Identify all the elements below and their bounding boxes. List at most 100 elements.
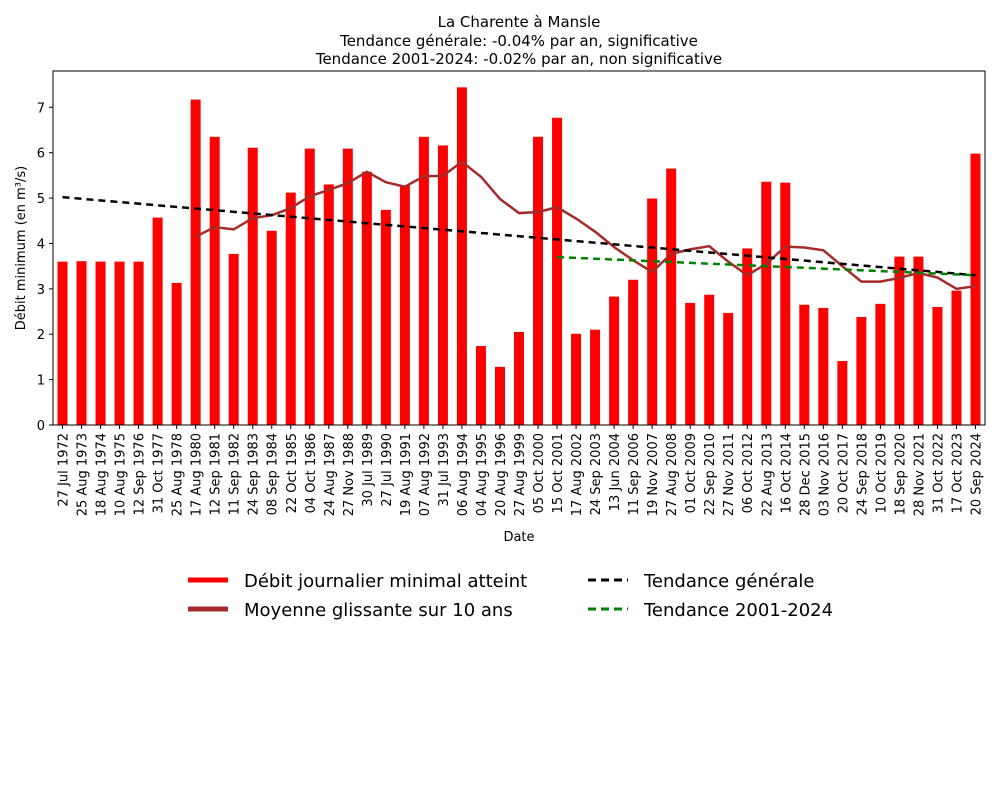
y-axis-label: Débit minimum (en m³/s) — [14, 166, 29, 330]
x-tick-label: 24 Sep 2003 — [589, 433, 604, 515]
y-tick-label: 1 — [37, 374, 45, 389]
bar — [380, 209, 391, 425]
chart-title-line-3: Tendance 2001-2024: -0.02% par an, non s… — [315, 50, 722, 68]
legend-label-trend-2001: Tendance 2001-2024 — [643, 600, 833, 621]
bar — [228, 253, 239, 425]
legend: Débit journalier minimal atteint Moyenne… — [188, 571, 833, 621]
bar — [514, 331, 524, 425]
x-tick-label: 18 Aug 1974 — [95, 433, 110, 516]
y-tick-label: 3 — [37, 283, 45, 298]
x-tick-label: 27 Jul 1990 — [380, 433, 395, 507]
bar — [285, 192, 296, 425]
bar — [970, 153, 981, 425]
x-tick-label: 25 Aug 1973 — [76, 433, 91, 516]
bar — [932, 307, 943, 425]
bar — [837, 361, 848, 425]
x-tick-label: 01 Oct 2009 — [684, 433, 699, 513]
x-axis-label: Date — [503, 530, 534, 545]
bar — [152, 217, 163, 425]
legend-label-bars: Débit journalier minimal atteint — [244, 571, 527, 592]
bar — [780, 182, 791, 425]
bar — [742, 248, 753, 425]
bar — [951, 290, 962, 425]
x-tick-label: 19 Aug 1991 — [399, 433, 414, 516]
bar — [666, 168, 677, 426]
legend-label-moving-average: Moyenne glissante sur 10 ans — [244, 600, 513, 621]
x-tick-label: 27 Jul 1972 — [57, 433, 72, 507]
x-tick-label: 20 Oct 2017 — [836, 433, 851, 513]
x-tick-label: 13 Jun 2004 — [608, 433, 623, 511]
x-tick-label: 06 Aug 1994 — [456, 433, 471, 516]
x-tick-label: 31 Jul 1993 — [437, 433, 452, 507]
bar — [247, 147, 258, 425]
y-tick-label: 4 — [37, 237, 45, 252]
bar — [171, 282, 182, 425]
bar — [913, 256, 924, 425]
bar — [590, 329, 601, 425]
bar — [875, 303, 886, 425]
x-tick-label: 22 Sep 2010 — [703, 433, 718, 515]
x-tick-label: 20 Sep 2024 — [969, 433, 984, 515]
x-tick-label: 25 Aug 1978 — [171, 433, 186, 516]
x-tick-label: 28 Dec 2015 — [798, 433, 813, 516]
bar — [723, 312, 734, 425]
trend-general-line — [62, 195, 976, 277]
x-tick-label: 27 Aug 1999 — [513, 433, 528, 516]
x-tick-label: 20 Aug 1996 — [494, 433, 509, 516]
x-tick-label: 04 Oct 1986 — [304, 433, 319, 513]
bar — [818, 307, 829, 425]
bar — [609, 296, 620, 425]
bar — [190, 99, 201, 425]
x-tick-label: 18 Sep 2020 — [893, 433, 908, 515]
x-tick-label: 16 Oct 2014 — [779, 433, 794, 513]
bar — [571, 333, 582, 425]
x-tick-label: 24 Sep 1983 — [247, 433, 262, 515]
legend-label-trend-general: Tendance générale — [643, 571, 814, 592]
bar — [533, 136, 544, 426]
bar — [856, 316, 867, 425]
bar — [475, 346, 486, 425]
x-tick-label: 10 Aug 1975 — [114, 433, 129, 516]
y-tick-label: 0 — [37, 419, 45, 434]
bar — [304, 148, 315, 425]
y-tick-label: 2 — [37, 328, 45, 343]
chart-title-line-2: Tendance générale: -0.04% par an, signif… — [339, 32, 698, 50]
x-tick-label: 04 Aug 1995 — [475, 433, 490, 516]
bar — [628, 279, 639, 425]
x-tick-label: 17 Aug 2002 — [570, 433, 585, 516]
bar — [209, 136, 220, 426]
x-tick-label: 30 Jul 1989 — [361, 433, 376, 507]
bar — [552, 117, 563, 425]
x-tick-label: 22 Aug 2013 — [760, 433, 775, 516]
x-tick-label: 05 Oct 2000 — [532, 433, 547, 513]
bar — [323, 184, 334, 425]
bar — [494, 366, 505, 425]
trend-2001-line — [556, 255, 976, 277]
chart-title-line-1: La Charente à Mansle — [438, 13, 601, 31]
bar — [57, 261, 68, 425]
bar — [342, 148, 353, 425]
bar — [114, 261, 125, 425]
x-tick-label: 03 Nov 2016 — [817, 433, 832, 516]
bar — [685, 302, 696, 425]
bar — [133, 261, 144, 425]
x-tick-label: 31 Oct 2022 — [931, 433, 946, 513]
y-tick-label: 5 — [37, 192, 45, 207]
x-tick-label: 19 Nov 2007 — [646, 433, 661, 516]
bar — [437, 145, 448, 425]
x-tick-label: 24 Aug 1987 — [323, 433, 338, 516]
bar — [76, 261, 87, 425]
x-tick-label: 07 Aug 1992 — [418, 433, 433, 516]
x-tick-label: 15 Oct 2001 — [551, 433, 566, 513]
bar — [266, 230, 277, 425]
x-tick-label: 27 Nov 2011 — [722, 433, 737, 516]
x-tick-label: 08 Sep 1984 — [266, 433, 281, 515]
x-tick-label: 17 Oct 2023 — [950, 433, 965, 513]
y-tick-label: 7 — [37, 101, 45, 116]
x-tick-label: 27 Aug 2008 — [665, 433, 680, 516]
x-tick-label: 27 Nov 1988 — [342, 433, 357, 516]
bar — [799, 304, 810, 425]
bar — [399, 185, 410, 425]
x-tick-label: 31 Oct 1977 — [152, 433, 167, 513]
bar — [456, 87, 467, 425]
